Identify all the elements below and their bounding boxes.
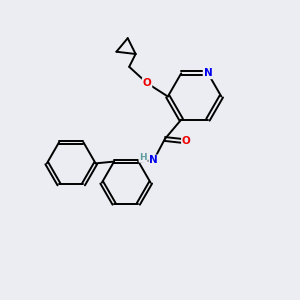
Text: N: N xyxy=(149,155,158,165)
Text: O: O xyxy=(143,78,152,88)
Text: N: N xyxy=(204,68,212,78)
Text: H: H xyxy=(140,153,147,162)
Text: O: O xyxy=(182,136,190,146)
